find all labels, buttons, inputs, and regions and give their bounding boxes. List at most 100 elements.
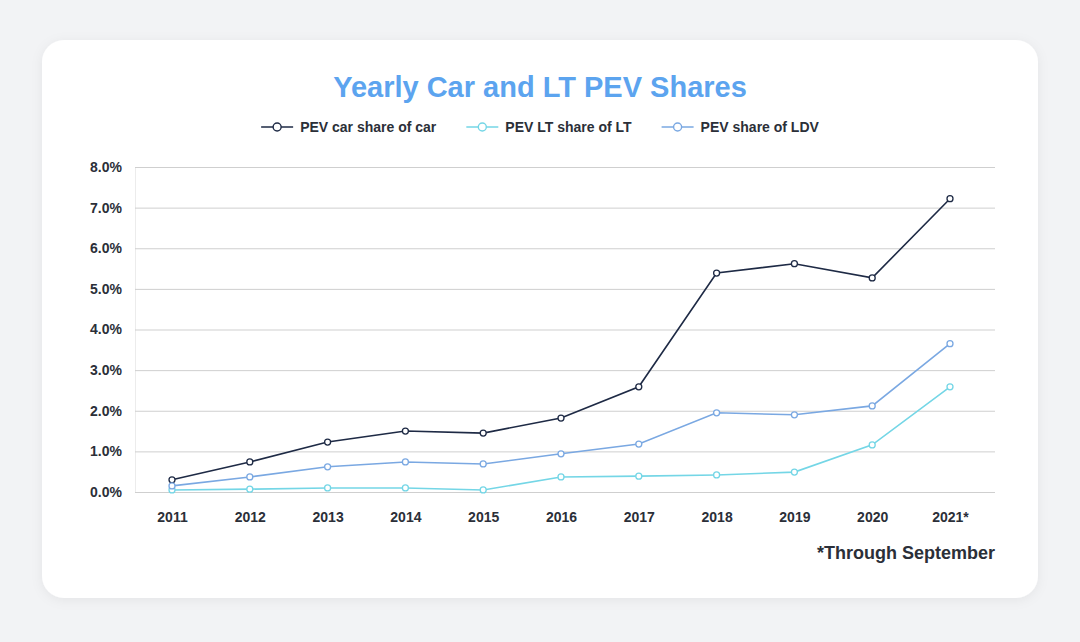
- y-tick-label: 2.0%: [90, 403, 122, 419]
- x-tick: 2014: [390, 492, 421, 525]
- x-tick: 2020: [857, 492, 888, 525]
- legend: PEV car share of car PEV LT share of LT PE…: [261, 119, 819, 135]
- point: [869, 403, 875, 409]
- x-tick-label: 2019: [779, 509, 810, 525]
- point: [791, 261, 797, 267]
- y-tick: 5.0%: [90, 281, 995, 297]
- series-line: [172, 344, 950, 486]
- x-tick: 2017: [624, 492, 655, 525]
- grid-line: [135, 492, 995, 493]
- point: [558, 415, 564, 421]
- y-tick: 4.0%: [90, 321, 995, 337]
- x-tick-label: 2018: [702, 509, 733, 525]
- footnote: *Through September: [817, 543, 995, 563]
- point: [480, 487, 486, 493]
- x-tick-label: 2015: [468, 509, 499, 525]
- point: [247, 486, 253, 492]
- legend-marker: [674, 123, 682, 131]
- x-tick-label: 2012: [235, 509, 266, 525]
- y-tick-label: 8.0%: [90, 159, 122, 175]
- point: [714, 472, 720, 478]
- x-tick: 2021*: [932, 492, 969, 525]
- point: [869, 275, 875, 281]
- point: [558, 474, 564, 480]
- point: [325, 485, 331, 491]
- legend-label: PEV car share of car: [300, 119, 437, 135]
- point: [247, 459, 253, 465]
- x-tick-label: 2020: [857, 509, 888, 525]
- grid-line: [135, 411, 995, 412]
- point: [869, 442, 875, 448]
- y-tick-label: 4.0%: [90, 321, 122, 337]
- title: Yearly Car and LT PEV Shares: [333, 71, 747, 103]
- grid-line: [135, 330, 995, 331]
- legend-item: PEV LT share of LT: [466, 119, 632, 135]
- y-tick: 2.0%: [90, 403, 995, 419]
- y-tick: 6.0%: [90, 240, 995, 256]
- x-tick: 2013: [313, 492, 344, 525]
- x-tick: 2018: [702, 492, 733, 525]
- point: [325, 439, 331, 445]
- card: [42, 40, 1038, 598]
- point: [480, 430, 486, 436]
- grid-line: [135, 248, 995, 249]
- legend-item: PEV share of LDV: [662, 119, 820, 135]
- y-tick-label: 7.0%: [90, 200, 122, 216]
- y-tick-label: 6.0%: [90, 240, 122, 256]
- series-line: [172, 387, 950, 490]
- x-tick-label: 2014: [390, 509, 421, 525]
- y-tick-label: 1.0%: [90, 443, 122, 459]
- x-tick: 2012: [235, 492, 266, 525]
- grid-line: [135, 451, 995, 452]
- point: [480, 461, 486, 467]
- point: [169, 483, 175, 489]
- x-tick-label: 2011: [157, 509, 188, 525]
- x-tick: 2019: [779, 492, 810, 525]
- x-tick-label: 2017: [624, 509, 655, 525]
- chart: Yearly Car and LT PEV Shares 0.0% 1.0% 2.0%…: [0, 0, 1080, 642]
- y-tick: 3.0%: [90, 362, 995, 378]
- y-tick: 7.0%: [90, 200, 995, 216]
- point: [636, 473, 642, 479]
- legend-label: PEV LT share of LT: [505, 119, 632, 135]
- point: [402, 428, 408, 434]
- y-tick-label: 5.0%: [90, 281, 122, 297]
- y-tick: 8.0%: [90, 159, 995, 175]
- y-axis: 0.0% 1.0% 2.0% 3.0% 4.0% 5.0% 6.0% 7.0% 8.0%: [90, 159, 995, 500]
- grid-line: [135, 208, 995, 209]
- point: [402, 459, 408, 465]
- y-tick-label: 3.0%: [90, 362, 122, 378]
- x-tick: 2011: [157, 492, 188, 525]
- point: [325, 464, 331, 470]
- y-tick-label: 0.0%: [90, 484, 122, 500]
- legend-item: PEV car share of car: [261, 119, 437, 135]
- x-tick-label: 2021*: [932, 509, 969, 525]
- x-tick-label: 2013: [313, 509, 344, 525]
- series-line: [172, 199, 950, 480]
- point: [247, 474, 253, 480]
- x-axis: 2011 2012 2013 2014 2015 2016 2017 2018 2019 2020…: [157, 492, 969, 525]
- point: [558, 451, 564, 457]
- grid-line: [135, 370, 995, 371]
- point: [169, 477, 175, 483]
- point: [791, 469, 797, 475]
- x-tick: 2016: [546, 492, 577, 525]
- point: [947, 384, 953, 390]
- y-tick: 0.0%: [90, 484, 995, 500]
- x-axis-line: [173, 492, 951, 493]
- plot-area: [169, 196, 953, 493]
- legend-marker: [478, 123, 486, 131]
- legend-label: PEV share of LDV: [701, 119, 820, 135]
- grid-line: [135, 289, 995, 290]
- point: [947, 196, 953, 202]
- x-tick-label: 2016: [546, 509, 577, 525]
- point: [947, 341, 953, 347]
- point: [636, 441, 642, 447]
- point: [402, 485, 408, 491]
- point: [714, 410, 720, 416]
- point: [636, 384, 642, 390]
- point: [714, 270, 720, 276]
- legend-marker: [273, 123, 281, 131]
- point: [791, 412, 797, 418]
- grid-line: [135, 167, 995, 168]
